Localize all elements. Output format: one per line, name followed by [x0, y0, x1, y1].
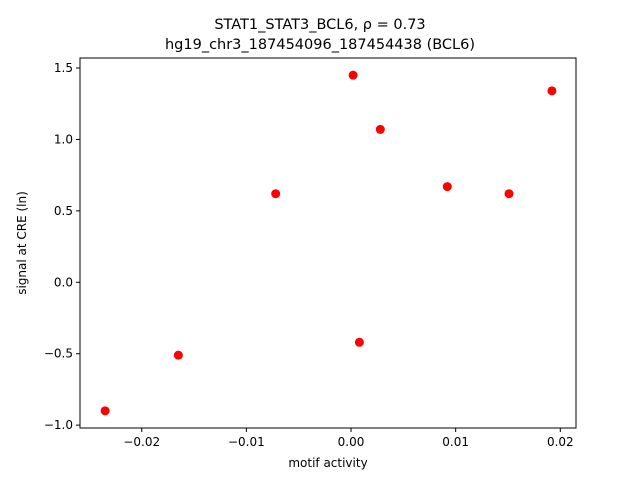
x-tick-label: −0.02	[123, 435, 160, 449]
chart-title-line-2: hg19_chr3_187454096_187454438 (BCL6)	[165, 37, 475, 53]
data-point	[100, 406, 110, 416]
y-tick-label: 1.5	[54, 61, 73, 75]
x-tick-label: 0.01	[442, 435, 469, 449]
x-axis-label: motif activity	[288, 456, 367, 470]
y-axis-ticks: −1.0 −0.5 0.0 0.5 1.0 1.5	[44, 61, 80, 432]
data-points	[100, 70, 557, 416]
x-axis-ticks: −0.02 −0.01 0.00 0.01 0.02	[123, 428, 574, 449]
data-point	[173, 350, 183, 360]
data-point	[348, 70, 358, 80]
y-tick-label: −1.0	[44, 418, 73, 432]
y-tick-label: 1.0	[54, 132, 73, 146]
data-point	[354, 337, 364, 347]
data-point	[547, 86, 557, 96]
y-tick-label: 0.0	[54, 275, 73, 289]
plot-frame	[79, 57, 577, 429]
x-tick-label: −0.01	[228, 435, 265, 449]
data-point	[375, 124, 385, 134]
data-point	[504, 189, 514, 199]
data-point	[271, 189, 281, 199]
chart-title-line-1: STAT1_STAT3_BCL6, ρ = 0.73	[214, 17, 425, 33]
data-point	[442, 182, 452, 192]
y-axis-label: signal at CRE (ln)	[15, 191, 29, 295]
x-tick-label: 0.02	[547, 435, 574, 449]
y-tick-label: 0.5	[54, 204, 73, 218]
y-tick-label: −0.5	[44, 347, 73, 361]
x-tick-label: 0.00	[338, 435, 365, 449]
